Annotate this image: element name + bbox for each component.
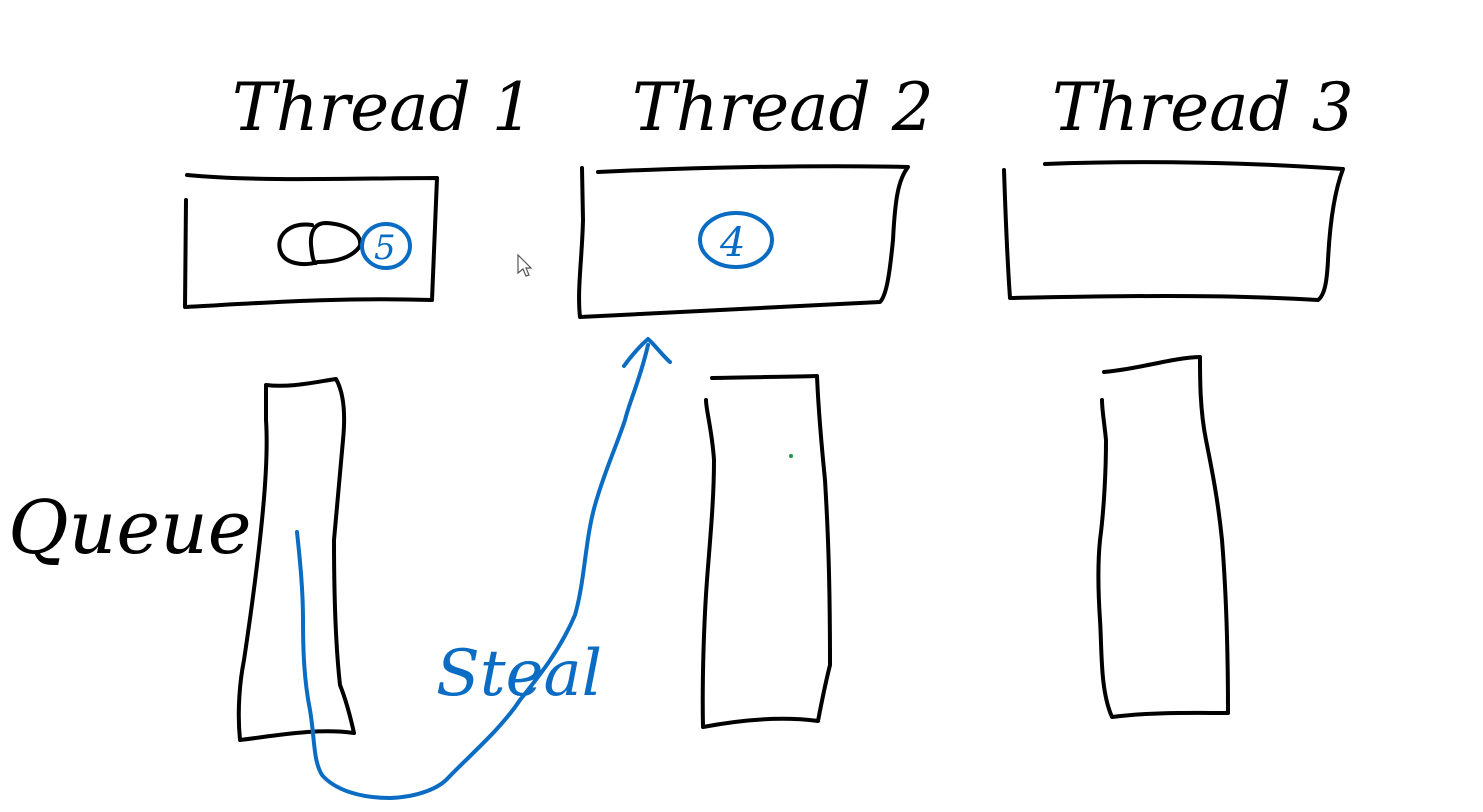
thread-3-box (1002, 160, 1345, 302)
steal-arrow (295, 343, 650, 800)
thread-2-task-4-label: 4 (719, 220, 745, 266)
green-dot (789, 454, 793, 458)
thread-1-box (183, 173, 439, 309)
thread-2-box (577, 164, 910, 319)
steal-label: Steal (436, 637, 602, 711)
thread-2-task-4-circle (698, 211, 774, 269)
thread-1-title: Thread 1 (232, 69, 534, 146)
thread-3-queue (1096, 355, 1230, 719)
thread-1-task-5-circle (360, 222, 412, 270)
thread-1-task-circle (277, 221, 363, 266)
steal-arrowhead (622, 337, 672, 368)
thread-1-queue (236, 377, 356, 742)
mouse-cursor-icon (517, 253, 533, 277)
thread-2-title: Thread 2 (632, 69, 934, 146)
thread-3-title: Thread 3 (1052, 69, 1354, 146)
thread-2-queue (700, 374, 832, 729)
queue-label: Queue (8, 485, 252, 571)
thread-1-task-5-label: 5 (374, 228, 396, 268)
